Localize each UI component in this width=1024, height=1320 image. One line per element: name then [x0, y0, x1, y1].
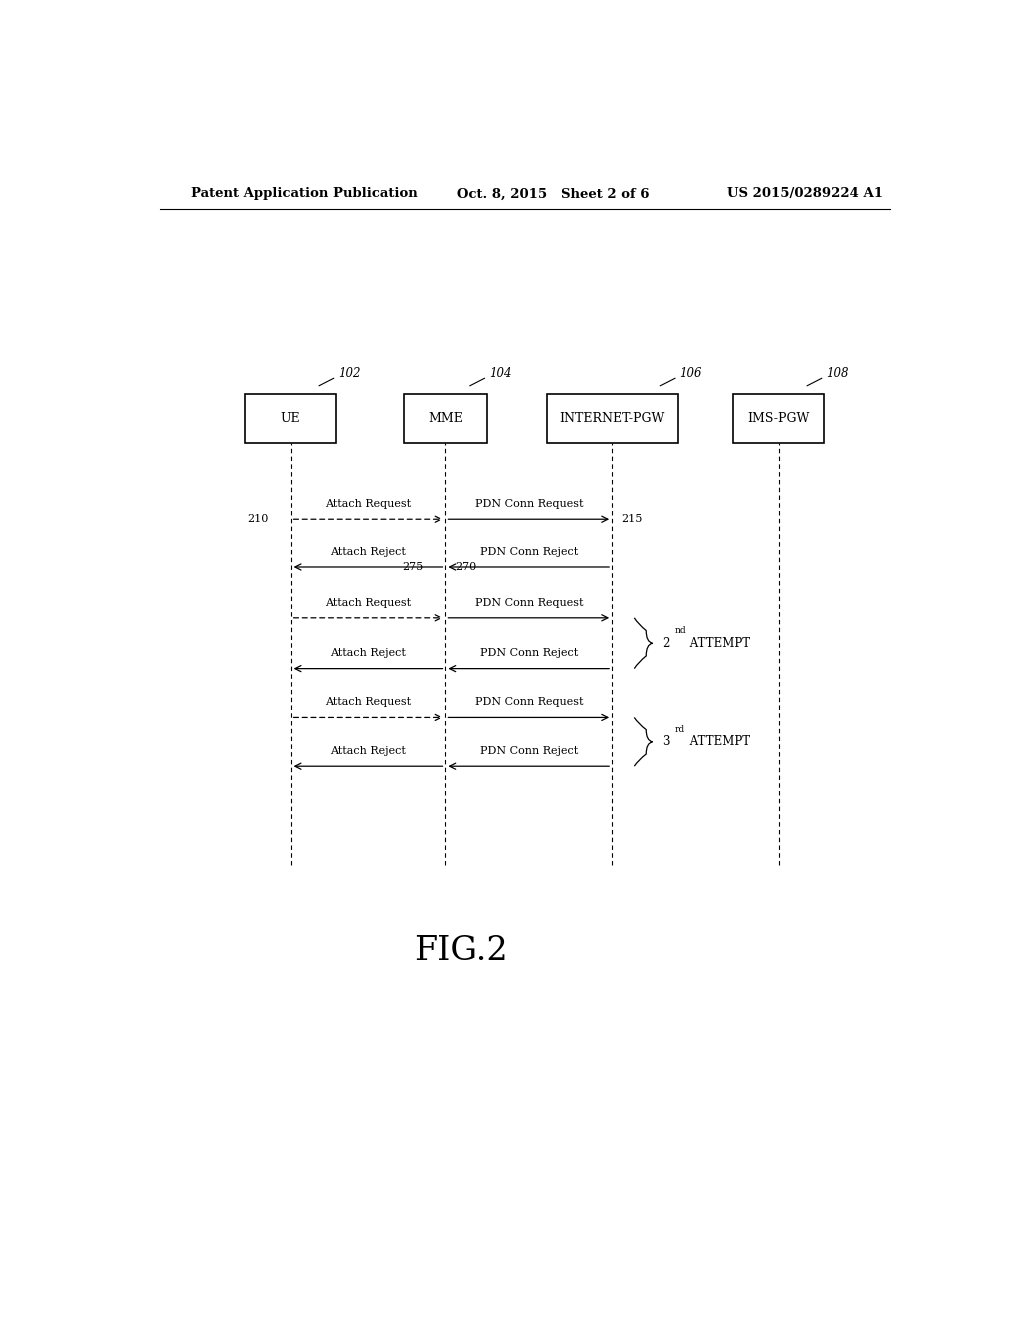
- Text: Patent Application Publication: Patent Application Publication: [191, 187, 418, 201]
- Text: nd: nd: [675, 626, 686, 635]
- Text: FIG.2: FIG.2: [415, 935, 508, 968]
- Text: 106: 106: [679, 367, 701, 380]
- Text: Attach Reject: Attach Reject: [330, 546, 406, 557]
- Text: 102: 102: [338, 367, 360, 380]
- Text: 108: 108: [826, 367, 849, 380]
- Text: PDN Conn Reject: PDN Conn Reject: [479, 546, 578, 557]
- Text: 2: 2: [663, 636, 670, 649]
- Text: PDN Conn Request: PDN Conn Request: [474, 697, 583, 708]
- Text: 210: 210: [247, 515, 268, 524]
- Text: PDN Conn Reject: PDN Conn Reject: [479, 648, 578, 659]
- Text: US 2015/0289224 A1: US 2015/0289224 A1: [727, 187, 883, 201]
- Bar: [547, 395, 678, 444]
- Text: PDN Conn Reject: PDN Conn Reject: [479, 746, 578, 756]
- Bar: [733, 395, 824, 444]
- Text: UE: UE: [281, 412, 300, 425]
- Text: 215: 215: [622, 515, 643, 524]
- Text: rd: rd: [675, 725, 685, 734]
- Text: Attach Request: Attach Request: [325, 598, 411, 607]
- Text: Oct. 8, 2015   Sheet 2 of 6: Oct. 8, 2015 Sheet 2 of 6: [458, 187, 650, 201]
- Text: PDN Conn Request: PDN Conn Request: [474, 499, 583, 510]
- Text: INTERNET-PGW: INTERNET-PGW: [559, 412, 665, 425]
- Text: IMS-PGW: IMS-PGW: [748, 412, 810, 425]
- Text: ATTEMPT: ATTEMPT: [686, 735, 750, 748]
- Text: 104: 104: [488, 367, 511, 380]
- Text: PDN Conn Request: PDN Conn Request: [474, 598, 583, 607]
- Text: 3: 3: [663, 735, 670, 748]
- Text: Attach Reject: Attach Reject: [330, 648, 406, 659]
- Bar: [245, 395, 336, 444]
- Bar: [403, 395, 487, 444]
- Text: 275: 275: [402, 562, 423, 572]
- Text: 270: 270: [455, 562, 476, 572]
- Text: Attach Request: Attach Request: [325, 697, 411, 708]
- Text: ATTEMPT: ATTEMPT: [686, 636, 750, 649]
- Text: Attach Request: Attach Request: [325, 499, 411, 510]
- Text: MME: MME: [428, 412, 463, 425]
- Text: Attach Reject: Attach Reject: [330, 746, 406, 756]
